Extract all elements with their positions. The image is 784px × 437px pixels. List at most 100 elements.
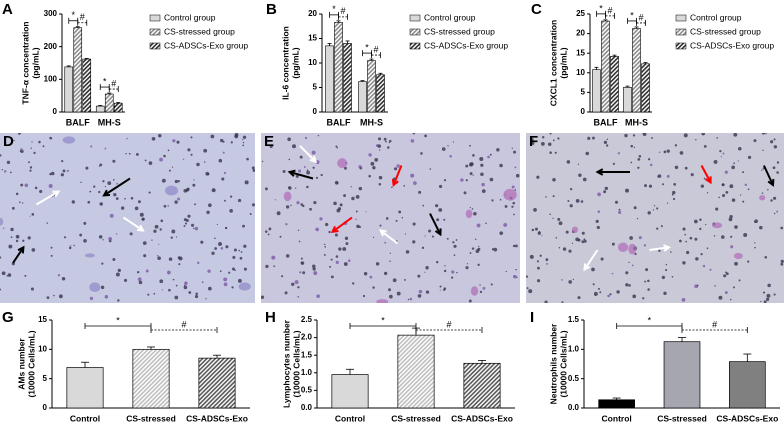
cell xyxy=(368,174,372,178)
cell xyxy=(184,281,188,286)
cell xyxy=(638,236,642,240)
cell xyxy=(686,250,690,255)
cell xyxy=(481,189,486,193)
cell xyxy=(151,136,156,141)
cell xyxy=(315,176,319,179)
cell xyxy=(102,180,105,183)
bar xyxy=(463,362,501,409)
cell xyxy=(167,270,171,275)
bar xyxy=(729,361,766,409)
cell xyxy=(63,236,67,239)
cell xyxy=(404,278,406,281)
panel-label: I xyxy=(530,309,534,326)
y-tick-label: 0.5 xyxy=(568,374,580,383)
cell xyxy=(401,217,404,219)
cell xyxy=(420,152,423,155)
cell xyxy=(612,162,616,165)
cell xyxy=(763,300,767,303)
cell xyxy=(773,196,777,200)
cell xyxy=(344,166,347,170)
cell xyxy=(545,258,549,262)
cell xyxy=(723,274,727,278)
cell-cluster xyxy=(571,226,578,234)
cell xyxy=(706,192,709,194)
cell xyxy=(311,150,316,155)
cell xyxy=(660,225,663,228)
cell xyxy=(362,294,366,298)
cell xyxy=(27,236,31,240)
cell xyxy=(104,295,109,299)
cell xyxy=(190,223,195,227)
cell xyxy=(443,288,446,291)
cell xyxy=(237,198,242,203)
arrow xyxy=(103,177,131,197)
cell xyxy=(385,140,387,143)
cell xyxy=(703,177,706,180)
cell xyxy=(597,287,600,290)
cell xyxy=(499,231,504,235)
y-tick-label: 300 xyxy=(44,9,58,18)
cell xyxy=(722,193,726,198)
cell xyxy=(568,249,572,253)
arrow-head xyxy=(309,155,318,164)
cell xyxy=(306,169,309,171)
cell xyxy=(472,154,475,157)
cell xyxy=(297,286,300,289)
cell xyxy=(30,147,32,149)
cell xyxy=(729,184,734,189)
cell-cluster xyxy=(283,191,292,202)
cell xyxy=(773,293,776,296)
legend-label: Control group xyxy=(424,12,476,22)
sig-label: # xyxy=(80,12,85,22)
cell xyxy=(113,179,115,181)
cell xyxy=(436,260,439,264)
micrograph-cells xyxy=(0,133,255,302)
cell xyxy=(228,271,231,274)
cell xyxy=(465,164,469,168)
cell xyxy=(207,269,211,273)
cell xyxy=(503,222,508,227)
cell xyxy=(649,163,653,167)
cell xyxy=(282,170,286,173)
bar xyxy=(610,56,619,113)
cell xyxy=(666,174,670,178)
cell xyxy=(597,192,601,197)
cell xyxy=(425,266,429,270)
y-tick-label: 2.0 xyxy=(301,333,313,342)
cell xyxy=(499,198,502,201)
arrow xyxy=(583,249,599,271)
cell xyxy=(725,190,729,194)
cell xyxy=(657,174,662,178)
cell xyxy=(57,274,61,277)
arrow xyxy=(649,246,670,251)
cell xyxy=(536,260,539,263)
cell xyxy=(571,242,574,244)
panel-label: A xyxy=(2,1,13,18)
arrow xyxy=(700,165,712,183)
arrow-head xyxy=(663,244,672,252)
cell xyxy=(482,286,486,290)
cell xyxy=(124,197,126,200)
cell xyxy=(599,291,602,294)
sig-label: # xyxy=(607,5,612,15)
cell xyxy=(496,148,500,152)
cell xyxy=(526,287,529,290)
x-tick-label: Control xyxy=(70,413,100,423)
cell xyxy=(98,165,101,167)
cell xyxy=(167,149,170,152)
cell xyxy=(453,244,457,248)
cell xyxy=(20,183,24,187)
cell xyxy=(309,207,312,211)
cell xyxy=(0,256,2,259)
cell xyxy=(665,263,668,266)
cell xyxy=(557,217,561,221)
y-tick-label: 1.0 xyxy=(568,344,580,353)
cell xyxy=(709,268,712,271)
x-tick-label: CS-stressed xyxy=(657,413,707,423)
cell xyxy=(515,268,517,271)
cell xyxy=(729,214,733,219)
cell xyxy=(568,280,573,284)
cell xyxy=(238,249,241,252)
cell xyxy=(724,170,728,174)
cell xyxy=(389,139,392,143)
